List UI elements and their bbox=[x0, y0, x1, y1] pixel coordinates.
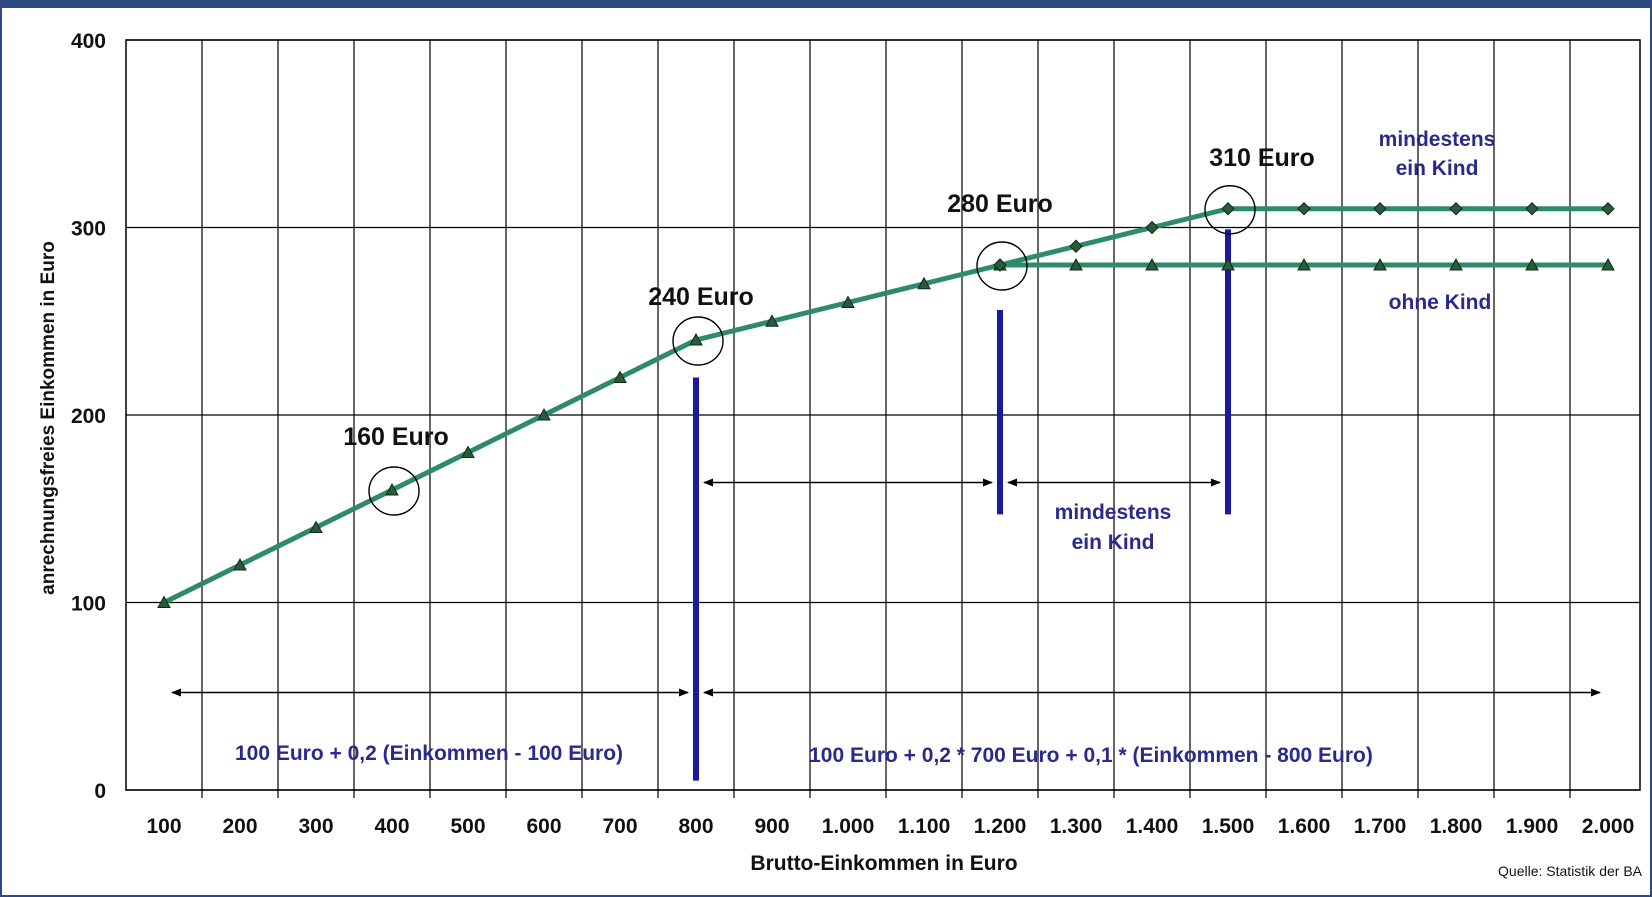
highlight-label: 280 Euro bbox=[947, 190, 1053, 218]
y-axis-label: anrechnungsfreies Einkommen in Euro bbox=[38, 241, 59, 595]
series-points bbox=[157, 202, 1615, 608]
highlight-circle bbox=[368, 466, 420, 516]
data-point-triangle bbox=[613, 370, 627, 383]
x-tick-label: 100 bbox=[146, 815, 181, 838]
series-label-bottom: ohne Kind bbox=[1389, 291, 1492, 314]
data-point-triangle bbox=[461, 445, 475, 458]
series-line bbox=[999, 206, 1608, 268]
data-point-diamond bbox=[993, 258, 1007, 272]
data-point-triangle bbox=[1221, 257, 1235, 271]
y-tick-label: 400 bbox=[71, 30, 106, 53]
vertical-markers bbox=[693, 229, 1231, 781]
data-point-triangle bbox=[1525, 257, 1539, 271]
x-tick-label: 1.500 bbox=[1202, 815, 1255, 838]
data-point-diamond bbox=[1069, 239, 1083, 253]
x-tick-label: 1.200 bbox=[974, 815, 1027, 838]
data-point-diamond bbox=[1373, 202, 1387, 216]
data-point-triangle bbox=[1297, 257, 1311, 271]
series-label-top-line2: ein Kind bbox=[1396, 157, 1479, 180]
formula-right: 100 Euro + 0,2 * 700 Euro + 0,1 * (Einko… bbox=[809, 744, 1373, 767]
grid-lines bbox=[125, 39, 1641, 798]
data-point-diamond bbox=[1449, 202, 1463, 216]
x-tick-label: 1.000 bbox=[822, 815, 875, 838]
x-tick-label: 2.000 bbox=[1582, 815, 1635, 838]
data-point-triangle bbox=[233, 557, 247, 571]
series-label-top-line1: mindestens bbox=[1379, 128, 1496, 151]
highlight-label: 160 Euro bbox=[343, 423, 449, 451]
y-tick-label: 0 bbox=[94, 780, 106, 803]
x-tick-label: 1.800 bbox=[1430, 815, 1483, 838]
formula-left: 100 Euro + 0,2 (Einkommen - 100 Euro) bbox=[235, 742, 623, 765]
y-tick-label: 200 bbox=[71, 405, 106, 428]
data-point-triangle bbox=[1449, 257, 1463, 271]
highlight-circles: 160 Euro 240 Euro 280 Euro 310 Euro bbox=[343, 144, 1315, 516]
x-tick-label: 200 bbox=[222, 815, 257, 838]
data-point-triangle bbox=[309, 520, 323, 533]
x-tick-label: 900 bbox=[754, 815, 789, 838]
y-axis-tick-labels: 0 100 200 300 400 bbox=[71, 30, 106, 803]
data-point-triangle bbox=[157, 595, 171, 608]
x-tick-label: 1.700 bbox=[1354, 815, 1407, 838]
highlight-circle bbox=[672, 316, 724, 366]
data-point-triangle bbox=[765, 314, 779, 327]
series-line bbox=[162, 262, 1608, 605]
top-border-bar bbox=[2, 2, 1652, 8]
x-tick-label: 1.600 bbox=[1278, 815, 1331, 838]
data-point-triangle bbox=[385, 482, 399, 496]
data-point-diamond bbox=[1145, 220, 1159, 235]
y-tick-label: 100 bbox=[71, 593, 106, 616]
x-tick-label: 1.900 bbox=[1506, 815, 1559, 838]
annotation-labels: Brutto-Einkommen in Euro anrechnungsfrei… bbox=[38, 128, 1643, 879]
x-axis-label: Brutto-Einkommen in Euro bbox=[750, 852, 1017, 875]
highlight-circle bbox=[1204, 185, 1256, 235]
middle-label-line2: ein Kind bbox=[1072, 531, 1155, 554]
x-tick-label: 1.100 bbox=[898, 815, 951, 838]
x-tick-label: 1.400 bbox=[1126, 815, 1179, 838]
range-arrows bbox=[171, 478, 1601, 697]
highlight-label: 310 Euro bbox=[1209, 144, 1315, 172]
x-tick-label: 400 bbox=[374, 815, 409, 838]
source-label: Quelle: Statistik der BA bbox=[1498, 863, 1643, 879]
x-tick-label: 800 bbox=[678, 815, 713, 838]
x-tick-label: 300 bbox=[298, 815, 333, 838]
data-point-triangle bbox=[1145, 257, 1159, 271]
x-tick-label: 1.300 bbox=[1050, 815, 1103, 838]
x-axis-tick-labels: 100 200 300 400 500 600 700 800 900 1.000 1.100 1.2… bbox=[146, 815, 1634, 838]
data-point-triangle bbox=[1069, 257, 1083, 271]
highlight-label: 240 Euro bbox=[648, 283, 754, 311]
data-point-diamond bbox=[1601, 202, 1615, 216]
middle-label-line1: mindestens bbox=[1055, 501, 1172, 524]
x-tick-label: 600 bbox=[526, 815, 561, 838]
data-point-diamond bbox=[1297, 202, 1311, 216]
highlight-circle bbox=[976, 241, 1028, 291]
data-point-triangle bbox=[1373, 257, 1387, 271]
data-point-triangle bbox=[917, 276, 931, 290]
data-point-triangle bbox=[1601, 257, 1615, 271]
data-point-triangle bbox=[537, 407, 551, 421]
data-point-diamond bbox=[1525, 202, 1539, 216]
data-point-triangle bbox=[689, 332, 703, 346]
x-tick-label: 700 bbox=[602, 815, 637, 838]
y-tick-label: 300 bbox=[71, 218, 106, 241]
x-tick-label: 500 bbox=[450, 815, 485, 838]
data-point-triangle bbox=[841, 295, 855, 308]
data-point-diamond bbox=[1221, 202, 1235, 216]
